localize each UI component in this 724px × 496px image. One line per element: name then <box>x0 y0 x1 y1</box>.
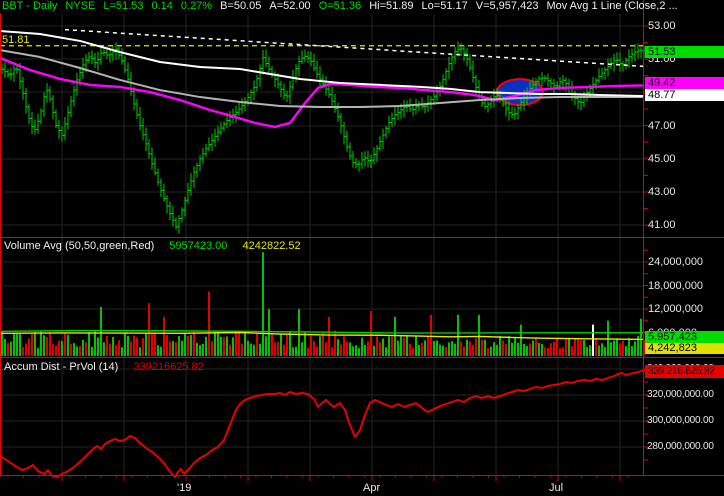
x-axis-month-label: Apr <box>363 482 381 494</box>
volume-panel-label: Volume Avg (50,50,green,Red) 5957423.00 … <box>4 240 301 252</box>
x-axis-month-label: '19 <box>177 482 192 494</box>
day-low: Lo=51.17 <box>421 0 468 12</box>
vol-avg-yellow <box>0 331 645 341</box>
quote-header: BBT - Daily NYSE L=51.53 0.14 0.27% B=50… <box>2 0 678 13</box>
day-volume: V=5,957,423 <box>475 0 539 12</box>
bid: B=50.05 <box>220 0 262 12</box>
x-axis-month-label: Jul <box>549 482 564 494</box>
last-price: L=51.53 <box>103 0 144 12</box>
accum-panel-label: Accum Dist - PrVol (14) 339216625.82 <box>4 361 204 373</box>
ma-gray <box>0 49 644 109</box>
ask: A=52.00 <box>269 0 311 12</box>
accum-dist-line <box>0 369 646 479</box>
volume-indicator-name: Volume Avg (50,50,green,Red) <box>4 240 155 252</box>
day-high: Hi=51.89 <box>369 0 414 12</box>
dashed-trendline <box>64 28 649 68</box>
volume-axis-label: 18,000,000 <box>648 280 704 292</box>
volume-bars <box>1 252 645 356</box>
price-axis-label: 41.00 <box>648 219 676 231</box>
volume-avg-green-value: 5957423.00 <box>169 240 228 252</box>
axis-value-badge: 4,242,823 <box>645 343 724 354</box>
axis-value-badge: 339,216,625.82 <box>645 365 724 378</box>
price-change-pct: 0.27% <box>180 0 213 12</box>
axis-value-badge: 49.42 <box>645 77 724 89</box>
axis-value-badge: 5,957,423 <box>645 331 724 343</box>
vol-avg-green <box>0 329 645 334</box>
accum-axis-label: 280,000,000.00 <box>647 441 714 452</box>
ma-white <box>0 29 645 98</box>
price-change: 0.14 <box>151 0 173 12</box>
exchange: NYSE <box>65 0 96 12</box>
symbol-period: BBT - Daily <box>2 0 58 12</box>
volume-axis-label: 12,000,000 <box>648 303 704 315</box>
axis-value-badge: 51.53 <box>645 46 724 58</box>
axis-value-badge: 48.77 <box>645 89 724 101</box>
open: O=51.36 <box>318 0 362 12</box>
accum-indicator-value: 339216625.82 <box>133 361 204 373</box>
volume-axis-label: 24,000,000 <box>648 256 704 268</box>
price-axis-label: 45.00 <box>648 153 676 165</box>
trendline-price-label: 51.81 <box>2 34 30 46</box>
accum-axis-label: 320,000,000.00 <box>647 389 714 400</box>
price-axis-label: 53.00 <box>648 20 676 32</box>
indicator-name: Mov Avg 1 Line (Close,2 ... <box>546 0 678 12</box>
volume-avg-yellow-value: 4242822.52 <box>242 240 301 252</box>
price-axis-label: 43.00 <box>648 186 676 198</box>
price-bars <box>0 41 646 234</box>
accum-indicator-name: Accum Dist - PrVol (14) <box>4 361 119 373</box>
price-axis-label: 47.00 <box>648 120 676 132</box>
accum-axis-label: 300,000,000.00 <box>647 415 714 426</box>
